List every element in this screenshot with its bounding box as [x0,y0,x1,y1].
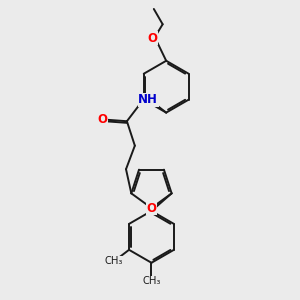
Text: NH: NH [138,93,158,106]
Text: O: O [98,113,107,126]
Text: O: O [146,202,157,214]
Text: O: O [147,32,157,45]
Text: CH₃: CH₃ [104,256,123,266]
Text: CH₃: CH₃ [142,276,161,286]
